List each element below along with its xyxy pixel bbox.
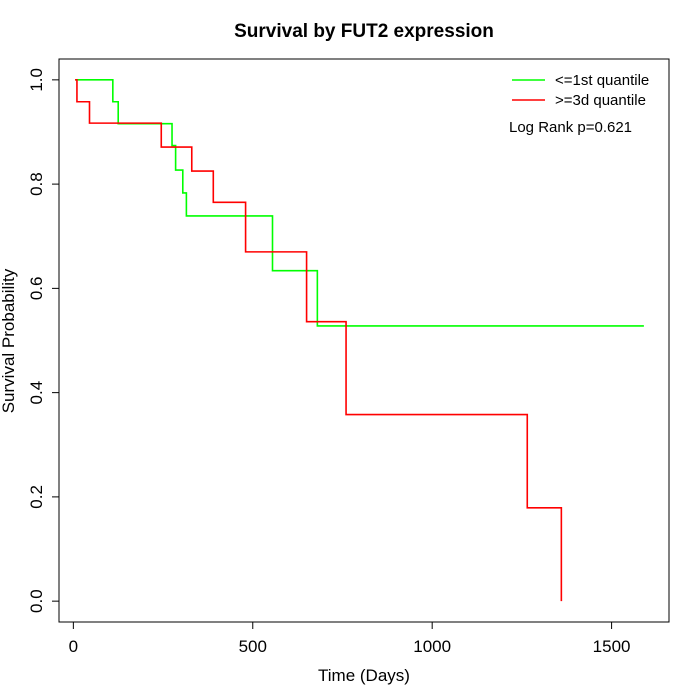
series-line-1 — [75, 79, 644, 327]
y-tick-label: 0.6 — [27, 277, 46, 301]
x-tick-label: 0 — [69, 637, 78, 656]
x-axis: 0 500 1000 1500 — [69, 621, 631, 656]
x-tick-label: 1000 — [413, 637, 451, 656]
y-tick-label: 0.2 — [27, 485, 46, 509]
y-tick-label: 0.8 — [27, 172, 46, 196]
x-tick-label: 1500 — [593, 637, 631, 656]
y-axis: 0.0 0.2 0.4 0.6 0.8 1.0 — [27, 68, 60, 613]
legend-label-2: >=3d quantile — [555, 92, 646, 109]
legend: <=1st quantile >=3d quantile — [512, 72, 649, 109]
y-axis-label: Survival Probability — [0, 268, 18, 413]
y-tick-label: 0.4 — [27, 381, 46, 405]
series-line-2 — [75, 79, 563, 602]
legend-label-1: <=1st quantile — [555, 72, 649, 89]
y-tick-label: 1.0 — [27, 68, 46, 92]
y-tick-label: 0.0 — [27, 589, 46, 613]
series-layer — [75, 79, 644, 602]
x-axis-label: Time (Days) — [318, 666, 410, 685]
chart-title: Survival by FUT2 expression — [234, 21, 494, 42]
x-tick-label: 500 — [239, 637, 267, 656]
log-rank-annotation: Log Rank p=0.621 — [509, 119, 632, 136]
